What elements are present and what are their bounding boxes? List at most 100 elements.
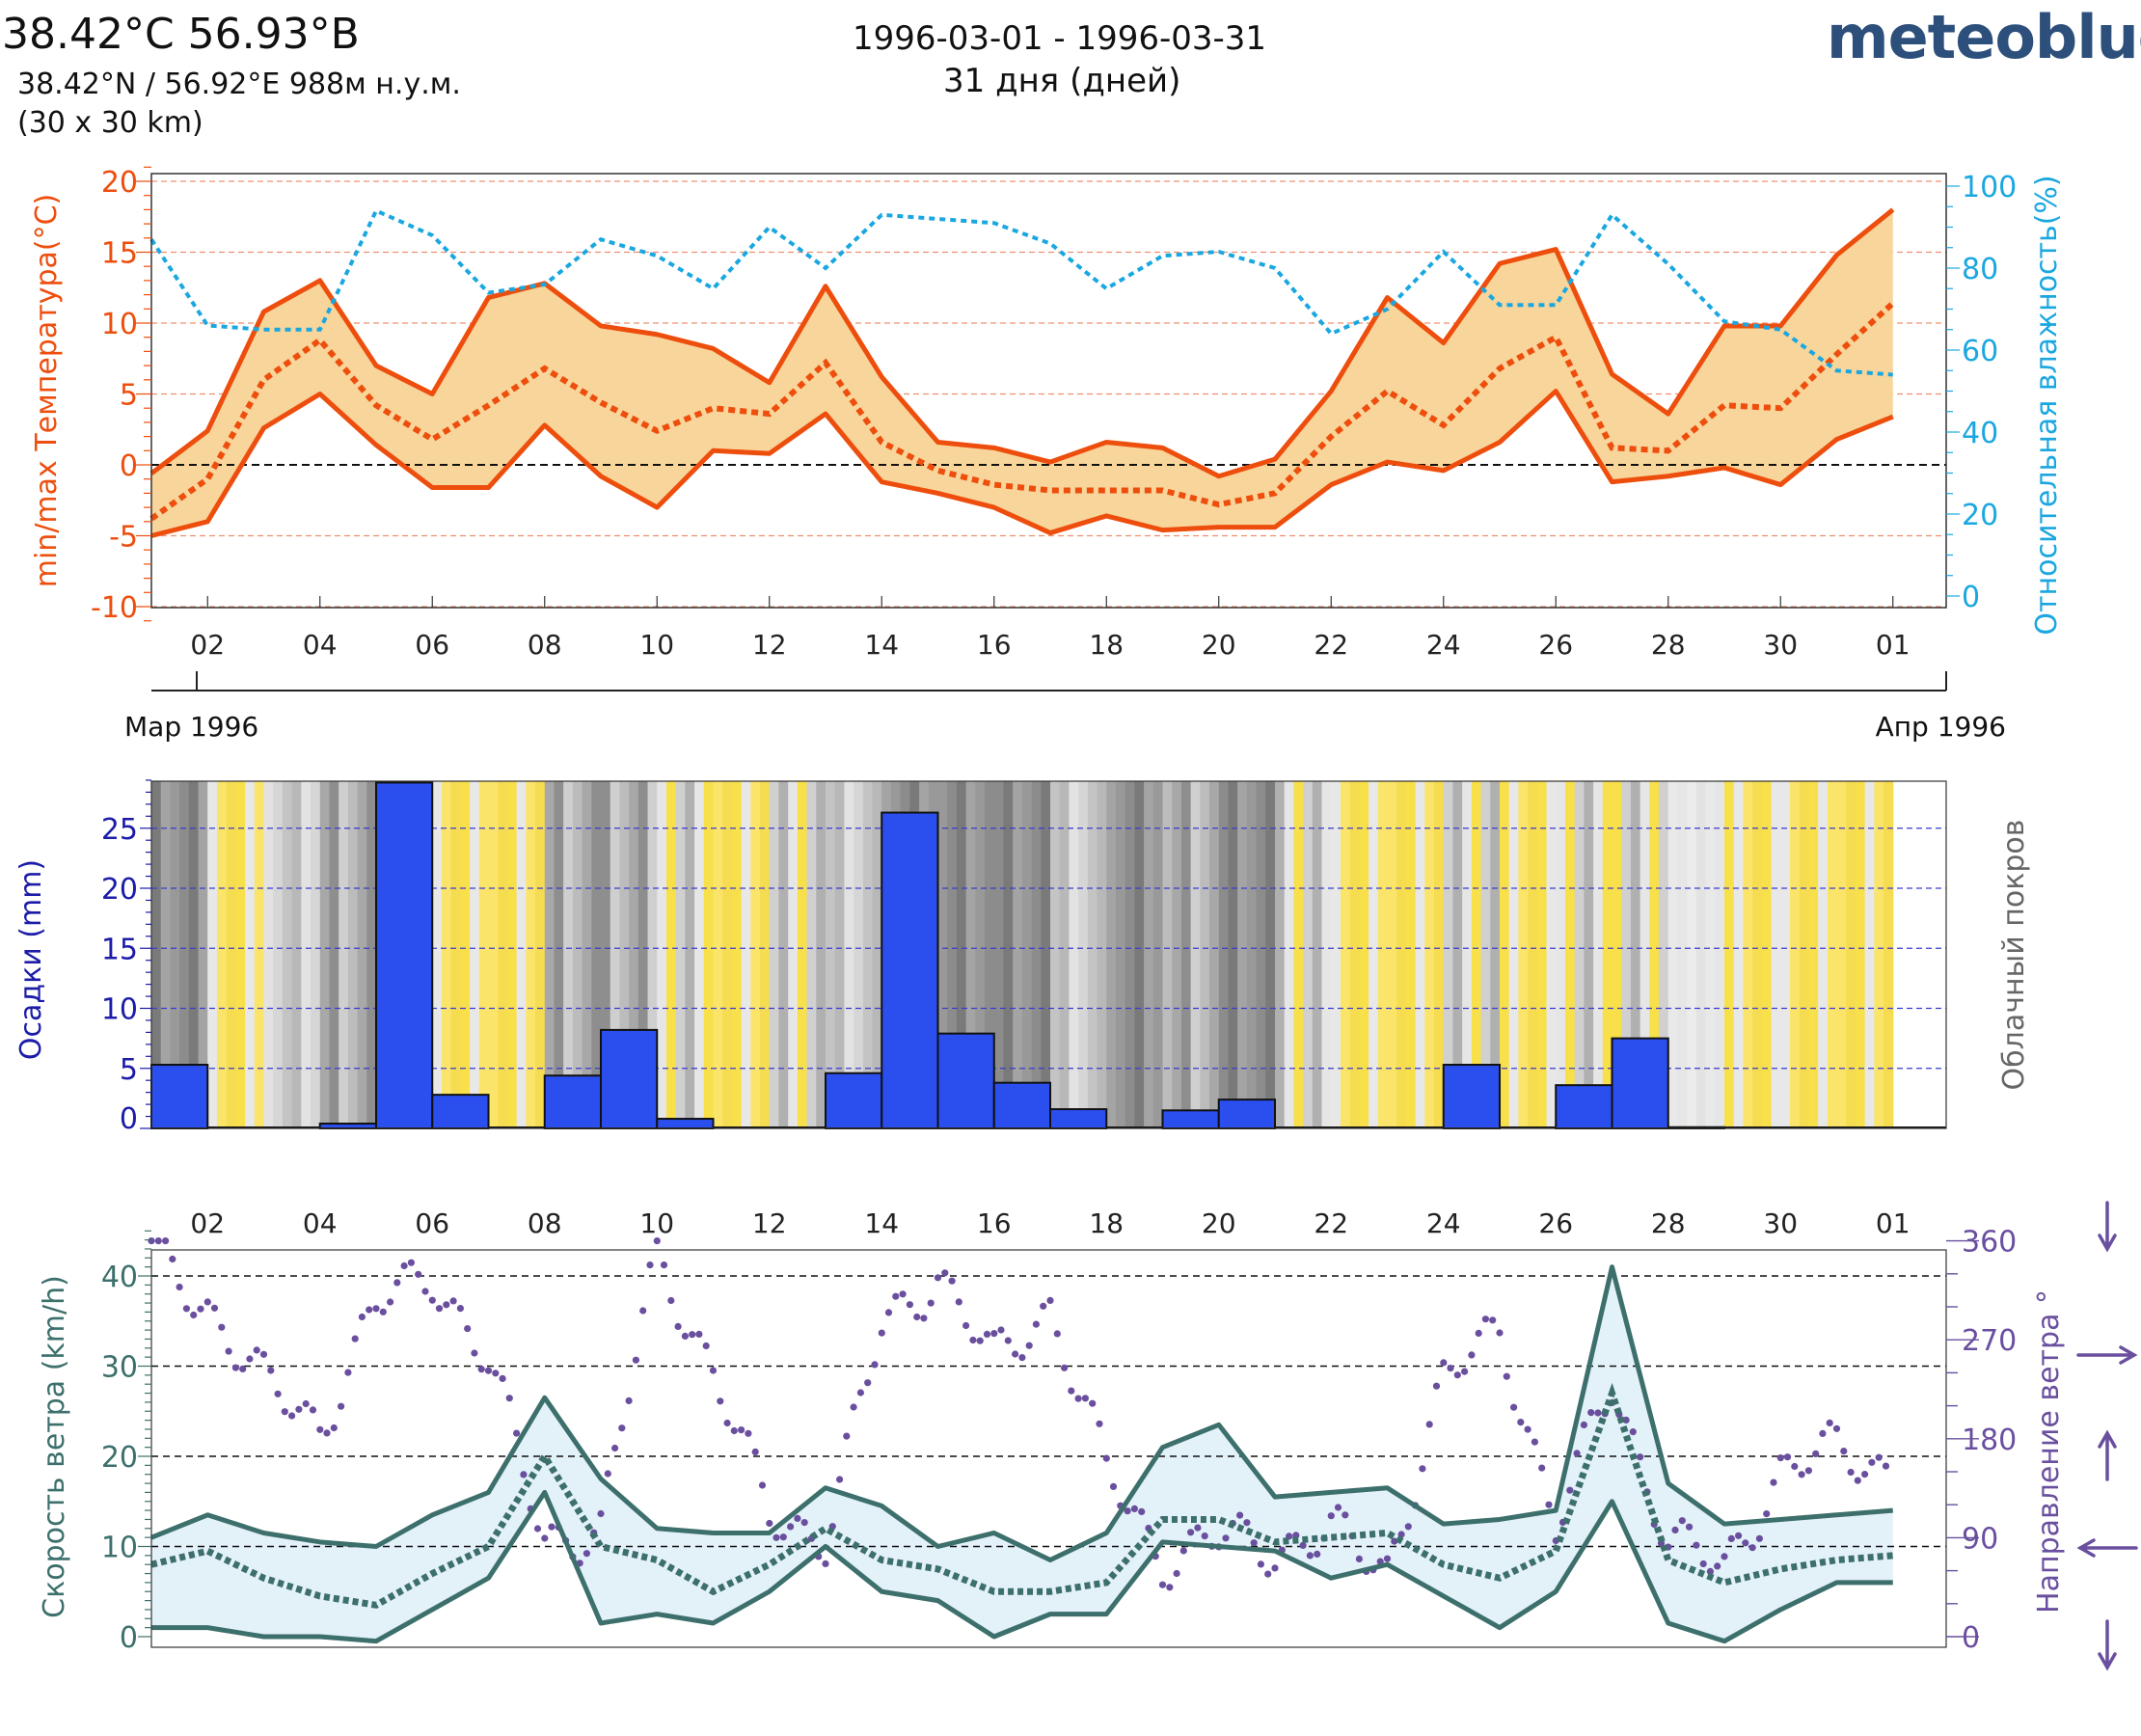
temp-tick-label: 15 — [101, 237, 138, 271]
cloud-cover-stripe — [516, 781, 527, 1128]
cloud-cover-stripe — [170, 781, 180, 1128]
wind-direction-point — [407, 1259, 415, 1266]
cloud-cover-stripe — [535, 781, 546, 1128]
cloud-cover-stripe — [1480, 781, 1491, 1128]
cloud-cover-stripe — [1152, 781, 1164, 1128]
wind-direction-point — [218, 1323, 226, 1331]
wind-direction-point — [379, 1308, 387, 1316]
wind-direction-point — [1040, 1302, 1047, 1310]
precip-tick-label: 5 — [120, 1053, 138, 1087]
cloud-cover-stripe — [1387, 781, 1397, 1128]
cloud-cover-stripe — [1246, 781, 1258, 1128]
wind-direction-point — [948, 1277, 956, 1285]
wind-direction-point — [505, 1395, 513, 1402]
wind-direction-point — [162, 1237, 170, 1245]
x-tick-label-top: 26 — [1538, 1207, 1573, 1239]
wind-direction-point — [1250, 1539, 1258, 1547]
wind-direction-point — [1875, 1453, 1883, 1461]
x-tick-label: 08 — [528, 629, 562, 661]
x-tick-label-top: 18 — [1089, 1207, 1124, 1239]
wind-direction-point — [604, 1470, 611, 1478]
wind-direction-point — [674, 1322, 682, 1330]
cloud-cover-stripe — [750, 781, 761, 1128]
wind-direction-point — [632, 1356, 640, 1364]
cloud-cover-stripe — [1078, 781, 1089, 1128]
wind-direction-point — [976, 1337, 984, 1344]
wind-direction-point — [1061, 1364, 1069, 1371]
temperature-min-line — [150, 389, 1894, 538]
wind-direction-point — [772, 1533, 780, 1541]
cloud-cover-stripe — [329, 781, 339, 1128]
wind-direction-point — [941, 1269, 949, 1277]
cloud-cover-stripe — [1190, 781, 1201, 1128]
cloud-cover-stripe — [1640, 781, 1650, 1128]
cloud-cover-stripe — [1059, 781, 1070, 1128]
cloud-cover-stripe — [844, 781, 854, 1128]
wind-direction-point — [1686, 1523, 1694, 1531]
precip-tick-label: 20 — [101, 873, 138, 907]
cloud-cover-stripe — [1377, 781, 1389, 1128]
wind-direction-point — [400, 1261, 408, 1270]
wind-direction-point — [709, 1367, 718, 1374]
wind-direction-point — [1025, 1342, 1033, 1349]
wind-direction-point — [302, 1399, 310, 1408]
wind-direction-point — [1573, 1450, 1581, 1457]
wind-direction-point — [1355, 1555, 1363, 1562]
wind-direction-point — [1770, 1478, 1777, 1486]
wind-direction-point — [1671, 1526, 1679, 1533]
x-tick-label-top: 01 — [1876, 1207, 1911, 1239]
wind-direction-point — [316, 1425, 324, 1433]
cloud-cover-stripe — [637, 781, 649, 1128]
wind-direction-point — [1524, 1425, 1531, 1433]
precipitation-bar — [992, 1081, 1051, 1129]
wind-direction-point — [492, 1370, 500, 1377]
cloud-cover-stripe — [1125, 781, 1135, 1128]
wind-direction-point — [653, 1237, 661, 1245]
wind-direction-point — [1102, 1454, 1110, 1462]
cloud-cover-stripe — [1237, 781, 1248, 1128]
wind-direction-axis-title: Направление ветра ° — [2032, 1289, 2066, 1614]
brand-logo[interactable]: meteoblue — [1827, 2, 2141, 72]
cloud-cover-stripe — [1106, 781, 1117, 1128]
precipitation-axis-title: Осадки (mm) — [14, 859, 48, 1060]
cloud-cover-stripe — [610, 781, 621, 1128]
cloud-cover-stripe — [1556, 781, 1566, 1128]
cloud-cover-stripe — [544, 781, 556, 1128]
wind-direction-point — [274, 1390, 282, 1397]
wind-direction-point — [1755, 1534, 1763, 1542]
cloud-cover-stripe — [937, 781, 948, 1128]
cloud-cover-stripe — [1677, 781, 1688, 1128]
cloud-cover-stripe — [731, 781, 743, 1128]
wind-direction-point — [1804, 1467, 1812, 1475]
wind-min-line — [151, 1489, 1893, 1644]
wind-direction-point — [1257, 1560, 1264, 1568]
cloud-cover-stripe — [1424, 781, 1435, 1128]
temperature-mean-line — [149, 301, 1895, 522]
cloud-cover-stripe — [722, 781, 733, 1128]
cloud-cover-stripe — [478, 781, 490, 1128]
cloud-cover-stripe — [1462, 781, 1473, 1128]
wind-direction-point — [1089, 1399, 1097, 1407]
temp-tick-label: -10 — [91, 591, 138, 625]
cloud-cover-stripe — [1771, 781, 1781, 1128]
humidity-tick-label: 20 — [1962, 499, 1998, 532]
cloud-cover-stripe — [760, 781, 771, 1128]
wind-direction-point — [1798, 1471, 1805, 1478]
wind-direction-point — [1517, 1419, 1525, 1426]
wind-direction-point — [1580, 1421, 1587, 1428]
cloud-cover-stripe — [488, 781, 499, 1128]
wind-direction-left-arrow-icon — [2076, 1538, 2138, 1558]
wind-direction-point — [990, 1330, 998, 1338]
cloud-cover-stripe — [226, 781, 236, 1128]
cloud-cover-stripe — [741, 781, 751, 1128]
cloud-cover-stripe — [1349, 781, 1360, 1128]
date-range: 1996-03-01 - 1996-03-31 — [853, 19, 1267, 58]
cloud-cover-stripe — [769, 781, 780, 1128]
cloud-cover-stripe — [1284, 781, 1295, 1128]
wind-direction-point — [1748, 1544, 1756, 1552]
wind-direction-point — [393, 1279, 401, 1287]
wind-direction-point — [1383, 1555, 1392, 1562]
cloud-cover-stripe — [629, 781, 639, 1128]
cloud-cover-stripe — [1743, 781, 1753, 1128]
